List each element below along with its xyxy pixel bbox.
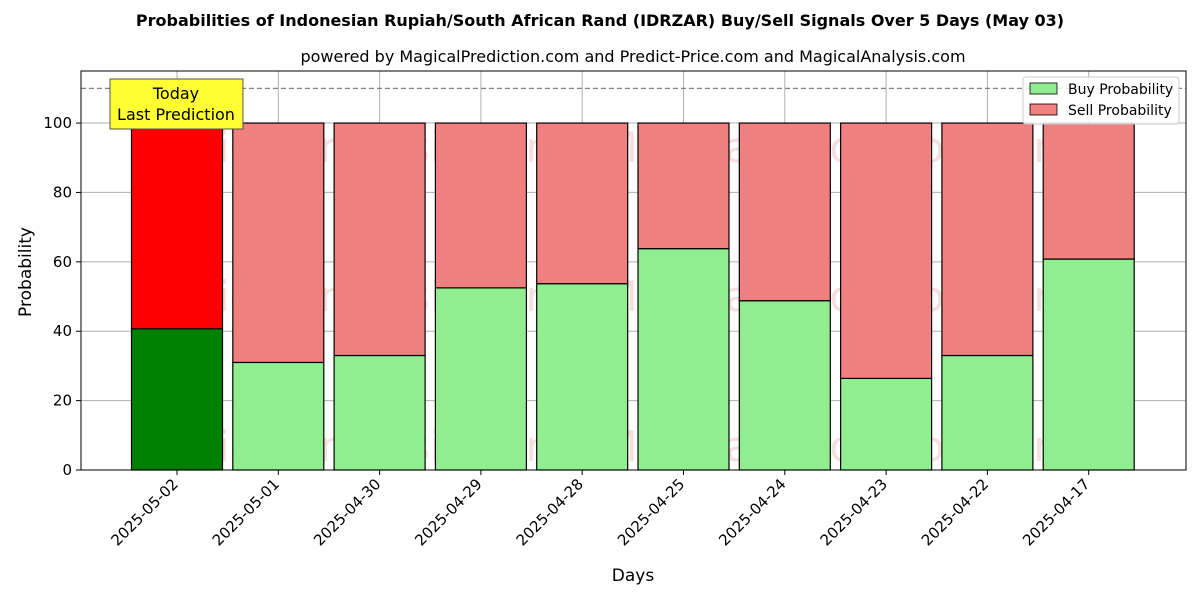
- bar-buy: [333, 354, 426, 471]
- x-tick-label: 2025-04-17: [1019, 475, 1093, 549]
- x-tick-label: 2025-04-25: [614, 475, 688, 549]
- legend-swatch-sell: [1029, 103, 1058, 116]
- x-tick-label: 2025-04-22: [918, 475, 992, 549]
- bar-sell: [839, 122, 933, 380]
- today-annotation: Today Last Prediction: [109, 78, 244, 130]
- annotation-line-2: Last Prediction: [117, 105, 235, 124]
- bar-buy: [738, 300, 831, 471]
- legend: Buy Probability Sell Probability: [1022, 76, 1180, 125]
- y-tick-label: 0: [62, 461, 72, 479]
- x-tick-label: 2025-04-24: [715, 475, 789, 549]
- chart-subtitle: powered by MagicalPrediction.com and Pre…: [300, 47, 965, 66]
- x-tick-label: 2025-04-28: [513, 475, 587, 549]
- bar-buy: [941, 354, 1034, 471]
- bar-sell: [333, 122, 426, 357]
- bar-buy: [232, 361, 325, 471]
- legend-label-sell: Sell Probability: [1068, 103, 1172, 119]
- annotation-box: [109, 78, 244, 130]
- x-tick-label: 2025-04-29: [411, 475, 485, 549]
- bar-buy: [1042, 258, 1135, 471]
- bar-buy: [130, 328, 224, 471]
- bar-sell: [232, 122, 325, 364]
- bar-sell: [536, 122, 629, 285]
- y-tick-label: 60: [53, 253, 72, 271]
- legend-swatch-buy: [1029, 82, 1058, 95]
- bar-sell: [434, 122, 527, 289]
- bar-buy: [637, 248, 730, 471]
- bar-sell: [1042, 122, 1135, 260]
- bar-sell: [130, 122, 224, 330]
- bar-sell: [738, 122, 831, 302]
- plot-frame: [80, 70, 1187, 471]
- chart-title: Probabilities of Indonesian Rupiah/South…: [136, 11, 1064, 30]
- bar-sell: [941, 122, 1034, 357]
- x-axis-label: Days: [612, 566, 655, 586]
- x-tick-label: 2025-05-02: [107, 475, 181, 549]
- y-axis-label: Probability: [16, 227, 36, 317]
- x-tick-label: 2025-04-23: [817, 475, 891, 549]
- bar-sell: [637, 122, 730, 250]
- y-tick-label: 20: [53, 392, 72, 410]
- bars-layer: [130, 122, 1135, 471]
- annotation-line-1: Today: [152, 84, 199, 103]
- x-tick-label: 2025-05-01: [209, 475, 283, 549]
- legend-box: [1022, 76, 1180, 125]
- bar-buy: [839, 377, 933, 471]
- bar-buy: [536, 283, 629, 471]
- y-tick-label: 40: [53, 322, 72, 340]
- bar-buy: [434, 287, 527, 471]
- y-tick-label: 100: [43, 114, 72, 132]
- y-tick-label: 80: [53, 183, 72, 201]
- x-tick-label: 2025-04-30: [310, 475, 384, 549]
- legend-label-buy: Buy Probability: [1068, 82, 1173, 98]
